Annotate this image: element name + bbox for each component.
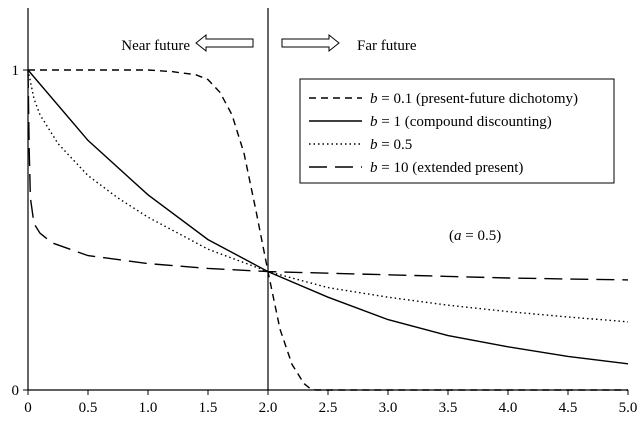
x-tick-label: 0.5: [79, 400, 98, 416]
series-group: [27, 69, 629, 391]
parameter-note: (a = 0.5): [449, 228, 501, 244]
x-tick-label: 4.5: [559, 400, 578, 416]
x-tick-label: 0: [24, 400, 32, 416]
legend-label-2: b = 0.5: [370, 137, 412, 153]
x-tick-label: 3.0: [379, 400, 398, 416]
x-tick-label: 3.5: [439, 400, 458, 416]
x-tick-label: 1.0: [139, 400, 158, 416]
y-tick-label: 0: [12, 383, 20, 399]
x-tick-group: 0 0.5 1.0 1.5 2.0 2.5 3.0 3.5 4.0 4.5 5.0: [24, 390, 637, 416]
x-tick-label: 2.0: [259, 400, 278, 416]
legend-label-1: b = 1 (compound discounting): [370, 114, 552, 130]
legend: b = 0.1 (present-future dichotomy) b = 1…: [299, 78, 615, 184]
legend-label-0: b = 0.1 (present-future dichotomy): [370, 91, 578, 107]
legend-box: [299, 78, 615, 184]
x-tick-label: 2.5: [319, 400, 338, 416]
x-tick-label: 1.5: [199, 400, 218, 416]
x-tick-label: 5.0: [619, 400, 638, 416]
series-line-solid: [27, 69, 629, 365]
y-tick-label: 1: [12, 63, 20, 79]
series-line-short-dash: [28, 69, 628, 391]
left-arrow-icon: [195, 33, 254, 53]
right-arrow-icon: [281, 33, 340, 53]
near-future-label: Near future: [121, 38, 190, 54]
legend-label-3: b = 10 (extended present): [370, 160, 523, 176]
y-tick-group: 01: [12, 63, 28, 399]
series-line-long-dash: [27, 69, 629, 281]
x-tick-label: 4.0: [499, 400, 518, 416]
far-future-label: Far future: [357, 38, 417, 54]
